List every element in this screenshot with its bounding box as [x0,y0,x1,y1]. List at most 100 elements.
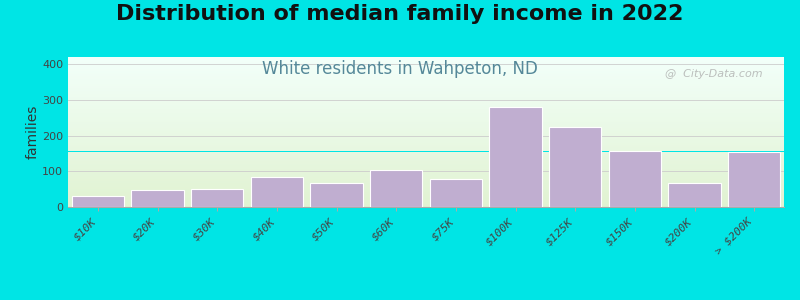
Bar [68,151,784,152]
Bar [68,82,784,83]
Bar [68,179,784,180]
Bar [68,150,784,151]
Bar [68,166,784,167]
Bar [68,131,784,132]
Bar [68,188,784,189]
Bar [68,165,784,166]
Bar [310,183,362,207]
Bar [68,71,784,72]
Bar [68,163,784,164]
Bar [68,108,784,109]
Bar [68,180,784,181]
Bar [68,182,784,183]
Bar [68,177,784,178]
Bar [68,89,784,90]
Bar [68,78,784,79]
Bar [68,99,784,100]
Bar [549,127,602,207]
Bar [68,85,784,86]
Bar [68,186,784,187]
Bar [68,135,784,136]
Bar [68,197,784,198]
Bar [68,195,784,196]
Bar [68,100,784,101]
Bar [68,170,784,171]
Bar [68,76,784,77]
Bar [68,69,784,70]
Bar [68,84,784,85]
Bar [68,73,784,74]
Bar [68,96,784,97]
Bar [68,168,784,169]
Text: White residents in Wahpeton, ND: White residents in Wahpeton, ND [262,60,538,78]
Bar [68,132,784,133]
Bar [68,129,784,130]
Bar [68,122,784,123]
Bar [68,174,784,175]
Bar [68,128,784,129]
Bar [68,80,784,81]
Bar [68,124,784,125]
Bar [68,153,784,154]
Bar [68,87,784,88]
Bar [68,110,784,111]
Bar [68,154,784,155]
Bar [68,106,784,107]
Bar [68,114,784,115]
Bar [68,201,784,202]
Bar [68,158,784,159]
Bar [68,112,784,113]
Bar [68,169,784,170]
Bar [68,200,784,201]
Bar [68,58,784,59]
Bar [68,118,784,119]
Bar [370,169,422,207]
Bar [68,109,784,110]
Bar [68,192,784,193]
Bar [68,79,784,80]
Bar [68,160,784,161]
Bar [68,75,784,76]
Bar [68,126,784,127]
Y-axis label: families: families [26,105,39,159]
Bar [68,115,784,116]
Bar [68,120,784,121]
Bar [68,183,784,184]
Bar [609,151,661,207]
Bar [68,95,784,96]
Bar [250,177,303,207]
Bar [68,88,784,89]
Bar [68,94,784,95]
Bar [68,90,784,91]
Bar [68,167,784,168]
Bar [68,100,784,101]
Bar [68,190,784,191]
Bar [68,202,784,203]
Bar [68,85,784,86]
Bar [68,98,784,99]
Bar [68,121,784,122]
Bar [68,194,784,195]
Bar [68,161,784,162]
Bar [68,127,784,128]
Bar [68,184,784,185]
Bar [68,77,784,78]
Bar [68,67,784,68]
Bar [68,149,784,150]
Bar [68,191,784,192]
Bar [68,139,784,140]
Bar [68,119,784,120]
Bar [68,204,784,205]
Bar [68,181,784,182]
Bar [68,199,784,200]
Bar [68,63,784,64]
Bar [68,156,784,157]
Bar [68,169,784,170]
Bar [68,138,784,139]
Bar [68,91,784,92]
Bar [68,142,784,143]
Bar [68,66,784,67]
Text: @  City-Data.com: @ City-Data.com [665,69,762,79]
Bar [68,111,784,112]
Bar [68,62,784,63]
